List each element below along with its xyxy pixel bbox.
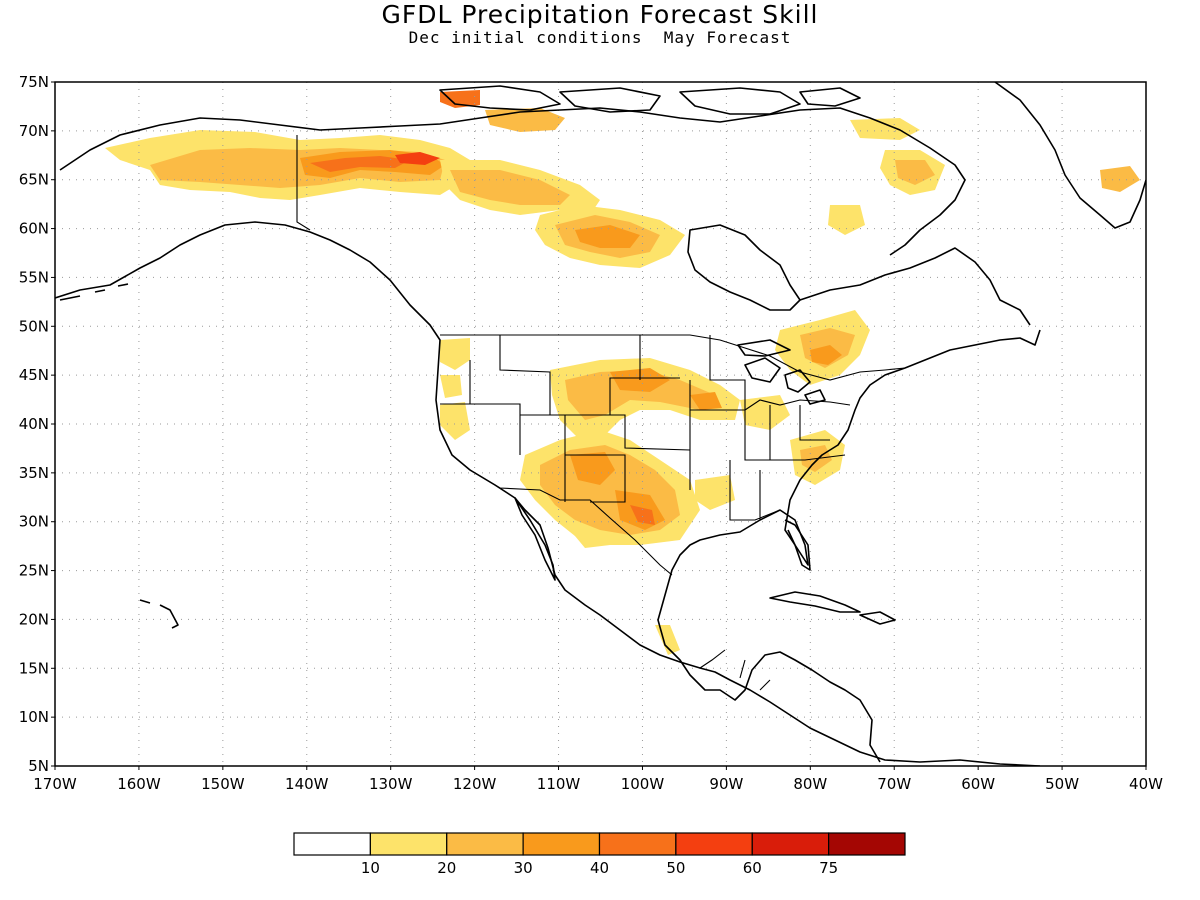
- legend-color-box: [369, 832, 448, 856]
- coastline-layer: [55, 82, 1146, 766]
- skill-region-pnw-20: [440, 338, 470, 370]
- border-layer: [296, 135, 906, 691]
- lat-tick-label: 20N: [19, 610, 49, 628]
- legend-value-label: 30: [514, 859, 533, 877]
- coastline-hispaniola: [859, 611, 896, 625]
- coastline-hawaii: [139, 599, 179, 629]
- lat-tick-label: 45N: [19, 366, 49, 384]
- lon-tick-label: 120W: [453, 775, 497, 793]
- legend-value-label: 75: [819, 859, 838, 877]
- lon-tick-label: 150W: [201, 775, 245, 793]
- latitude-tick-labels: 75N 70N 65N 60N 55N 50N 45N 40N 35N 30N 25N 20N 15N 1…: [19, 73, 55, 775]
- skill-region-manitoba-40: [575, 225, 640, 248]
- lat-tick-label: 75N: [19, 73, 49, 91]
- legend-color-box: [446, 832, 524, 856]
- skill-region-arctic-40: [440, 90, 480, 108]
- lon-tick-label: 170W: [33, 775, 77, 793]
- lat-tick-label: 70N: [19, 122, 49, 140]
- legend-value-label: 50: [666, 859, 685, 877]
- skill-region-mexico-20: [570, 530, 610, 548]
- coastline-gulf: [657, 329, 1041, 763]
- coastline-hudson-bay: [687, 224, 801, 311]
- lon-tick-label: 160W: [117, 775, 161, 793]
- coastline-gulf-of-california: [514, 497, 556, 581]
- border-alaska-canada: [296, 135, 311, 231]
- skill-shading-layer: [105, 90, 1140, 655]
- lat-tick-label: 50N: [19, 317, 49, 335]
- skill-region-yukon-60: [395, 152, 440, 165]
- skill-region-yukon-50: [310, 156, 410, 172]
- border-central-america: [699, 649, 771, 691]
- lon-tick-label: 40W: [1129, 775, 1163, 793]
- coastline-great-lakes: [737, 339, 826, 405]
- legend-color-box: [828, 832, 906, 856]
- lon-tick-label: 130W: [369, 775, 413, 793]
- lat-tick-label: 35N: [19, 464, 49, 482]
- legend-color-box: [522, 832, 601, 856]
- lon-tick-label: 140W: [285, 775, 329, 793]
- longitude-tick-labels: 170W 160W 150W 140W 130W 120W 110W 100W 90W 80W 70…: [33, 766, 1163, 793]
- lon-tick-label: 60W: [961, 775, 995, 793]
- lat-tick-label: 15N: [19, 659, 49, 677]
- border-us-canada: [440, 334, 906, 381]
- skill-region-california-20: [440, 402, 470, 440]
- legend-value-label: 60: [743, 859, 762, 877]
- skill-region-ontario-40: [810, 345, 842, 365]
- lat-tick-label: 5N: [28, 757, 49, 775]
- skill-region-labrador-30: [895, 160, 935, 185]
- legend-value-label: 10: [361, 859, 380, 877]
- lat-tick-label: 65N: [19, 171, 49, 189]
- coastline-arctic-islands: [439, 85, 861, 115]
- coastline-labrador: [799, 247, 1031, 326]
- map-subtitle: Dec initial conditions May Forecast: [408, 28, 792, 47]
- lat-tick-label: 60N: [19, 220, 49, 238]
- skill-region-plains-30: [565, 370, 715, 420]
- legend-color-box: [751, 832, 830, 856]
- legend-value-label: 40: [590, 859, 609, 877]
- legend-value-label: 20: [437, 859, 456, 877]
- coastline-arctic: [59, 107, 966, 256]
- legend-color-boxes: [293, 832, 906, 856]
- lon-tick-label: 80W: [793, 775, 827, 793]
- skill-region-baffin-20: [850, 118, 920, 140]
- lon-tick-label: 100W: [621, 775, 665, 793]
- skill-region-oregon-20: [440, 375, 462, 398]
- border-states-east: [690, 335, 851, 521]
- skill-region-nwt-30: [450, 170, 570, 205]
- skill-region-iowa-40: [690, 392, 722, 410]
- border-states-west: [440, 335, 691, 503]
- lon-tick-label: 110W: [537, 775, 581, 793]
- skill-region-tennessee-20: [740, 395, 790, 430]
- coastline-florida: [784, 519, 811, 571]
- lon-tick-label: 50W: [1045, 775, 1079, 793]
- lat-tick-label: 30N: [19, 513, 49, 531]
- lon-tick-label: 70W: [877, 775, 911, 793]
- lat-tick-label: 25N: [19, 562, 49, 580]
- lat-tick-label: 55N: [19, 268, 49, 286]
- skill-region-texas-50: [630, 505, 655, 525]
- map-title: GFDL Precipitation Forecast Skill: [381, 0, 819, 29]
- legend-color-box: [598, 832, 677, 856]
- skill-region-greenland-20: [1100, 166, 1140, 192]
- skill-region-quebec-20: [828, 205, 865, 235]
- legend-value-labels: 10 20 30 40 50 60 75: [361, 859, 838, 877]
- border-us-mexico: [469, 469, 673, 576]
- coastline-cuba: [769, 591, 861, 613]
- skill-region-newmexico-40: [570, 452, 615, 485]
- lat-tick-label: 10N: [19, 708, 49, 726]
- skill-region-georgia-20: [695, 475, 735, 510]
- coastline-aleutians: [59, 283, 129, 301]
- legend-color-box: [293, 832, 371, 856]
- legend-color-box: [675, 832, 753, 856]
- color-legend: 10 20 30 40 50 60 75: [293, 832, 906, 877]
- coastline-greenland: [994, 82, 1146, 229]
- lat-tick-label: 40N: [19, 415, 49, 433]
- skill-region-central-america-20: [655, 625, 680, 655]
- lon-tick-label: 90W: [709, 775, 743, 793]
